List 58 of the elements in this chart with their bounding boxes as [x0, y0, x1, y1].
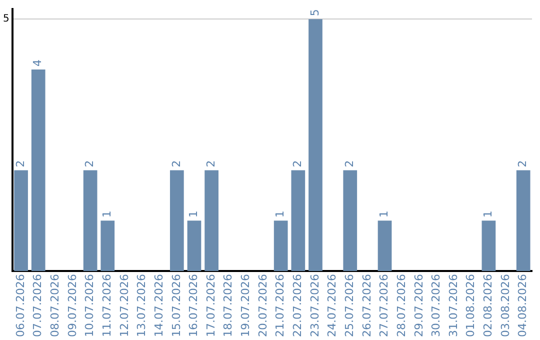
x-tick-label: 16.07.2026	[187, 274, 200, 338]
bar	[187, 220, 202, 272]
x-tick-label: 19.07.2026	[239, 274, 252, 338]
data-label: 1	[187, 210, 200, 218]
bar	[31, 69, 46, 272]
data-label: 2	[170, 160, 183, 168]
x-tick-label: 01.08.2026	[464, 274, 478, 338]
x-tick-label: 24.07.2026	[326, 274, 339, 338]
data-label: 1	[482, 210, 495, 218]
data-label: 4	[31, 59, 44, 66]
data-label: 1	[274, 210, 287, 218]
x-tick-label: 28.07.2026	[394, 274, 408, 338]
data-label: 2	[14, 160, 27, 168]
x-tick-label: 21.07.2026	[274, 274, 287, 338]
x-tick-label: 29.07.2026	[412, 274, 426, 338]
x-tick-label: 12.07.2026	[118, 274, 131, 338]
bar	[291, 170, 306, 272]
data-label: 1	[378, 210, 391, 218]
data-label: 5	[308, 9, 322, 16]
bar	[378, 220, 392, 272]
x-tick-label: 20.07.2026	[256, 274, 270, 338]
x-tick-label: 18.07.2026	[222, 274, 235, 338]
x-tick-label: 30.07.2026	[430, 274, 443, 338]
bar	[204, 170, 218, 272]
bar	[274, 220, 288, 272]
x-tick-label: 23.07.2026	[308, 274, 322, 338]
x-tick-label: 03.08.2026	[498, 274, 512, 338]
x-tick-label: 09.07.2026	[66, 274, 79, 338]
x-tick-label: 15.07.2026	[170, 274, 183, 338]
bar	[308, 19, 322, 272]
data-label: 2	[83, 160, 96, 168]
x-tick-label: 27.07.2026	[378, 274, 391, 338]
x-tick-label: 14.07.2026	[152, 274, 166, 338]
x-tick-label: 10.07.2026	[83, 274, 96, 338]
bar	[343, 170, 358, 272]
data-label: 2	[204, 160, 218, 168]
bar	[100, 220, 115, 272]
x-tick-label: 07.07.2026	[31, 274, 44, 338]
x-tick-label: 26.07.2026	[360, 274, 374, 338]
data-label: 2	[342, 160, 356, 168]
x-tick-label: 13.07.2026	[135, 274, 148, 338]
x-tick-label: 02.08.2026	[482, 274, 495, 338]
bar	[482, 220, 496, 272]
x-tick-label: 17.07.2026	[204, 274, 218, 338]
x-tick-label: 08.07.2026	[48, 274, 62, 338]
data-label: 2	[291, 160, 304, 168]
x-tick-label: 31.07.2026	[446, 274, 460, 338]
x-tick-label: 25.07.2026	[342, 274, 356, 338]
bar	[83, 170, 98, 272]
x-tick-label: 22.07.2026	[291, 274, 304, 338]
bar	[516, 170, 530, 272]
data-label: 1	[100, 210, 114, 218]
x-tick-label: 06.07.2026	[14, 274, 27, 338]
bar	[170, 170, 184, 272]
x-tick-label: 11.07.2026	[100, 274, 114, 338]
data-label: 2	[516, 160, 530, 168]
x-tick-label: 04.08.2026	[516, 274, 530, 338]
bar	[14, 170, 28, 272]
